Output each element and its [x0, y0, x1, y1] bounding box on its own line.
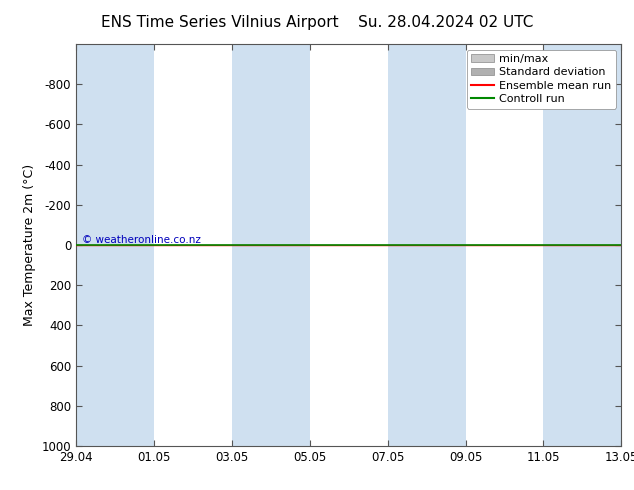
Bar [76, 44, 154, 446]
Legend: min/max, Standard deviation, Ensemble mean run, Controll run: min/max, Standard deviation, Ensemble me… [467, 49, 616, 109]
Y-axis label: Max Temperature 2m (°C): Max Temperature 2m (°C) [23, 164, 36, 326]
Bar [232, 44, 310, 446]
Bar [543, 44, 621, 446]
Text: ENS Time Series Vilnius Airport    Su. 28.04.2024 02 UTC: ENS Time Series Vilnius Airport Su. 28.0… [101, 15, 533, 30]
Text: © weatheronline.co.nz: © weatheronline.co.nz [82, 235, 200, 245]
Bar [387, 44, 465, 446]
